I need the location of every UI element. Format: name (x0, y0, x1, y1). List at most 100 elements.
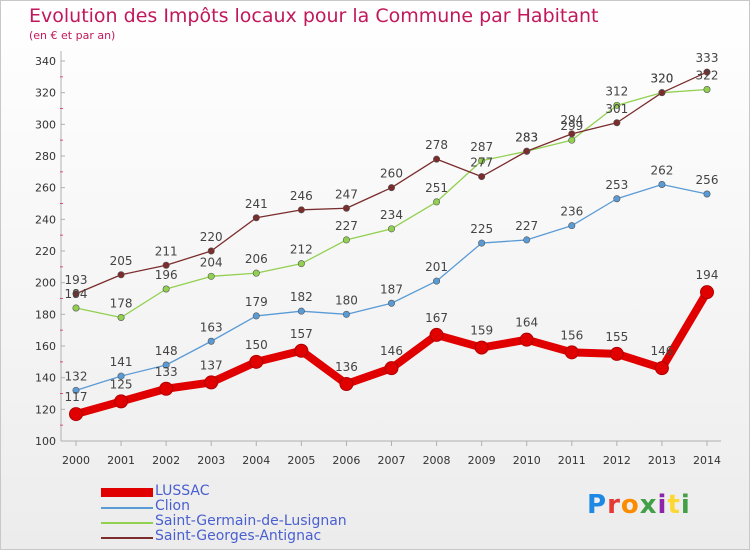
data-point (114, 394, 129, 409)
data-label: 225 (470, 222, 493, 236)
data-point (387, 184, 395, 192)
data-point (387, 299, 395, 307)
data-label: 246 (290, 189, 313, 203)
data-point (658, 181, 666, 189)
legend-swatch-saint-germain (101, 522, 153, 524)
chart-title: Evolution des Impôts locaux pour la Comm… (29, 5, 599, 27)
x-tick-label: 2012 (603, 454, 631, 467)
data-label: 137 (200, 358, 223, 372)
data-point (568, 136, 576, 144)
y-tick-label: 340 (35, 55, 56, 68)
data-label: 167 (425, 311, 448, 325)
data-label: 156 (560, 328, 583, 342)
data-point (117, 372, 125, 380)
data-label: 148 (155, 344, 178, 358)
data-label: 278 (425, 138, 448, 152)
data-label: 227 (515, 219, 538, 233)
data-label: 247 (335, 187, 358, 201)
data-label: 180 (335, 293, 358, 307)
data-label: 194 (696, 268, 719, 282)
data-label: 187 (380, 282, 403, 296)
data-label: 201 (425, 260, 448, 274)
data-label: 206 (245, 252, 268, 266)
data-point (162, 261, 170, 269)
data-label: 164 (515, 316, 538, 330)
data-point (703, 86, 711, 94)
logo-letter: o (620, 490, 640, 520)
data-point (249, 354, 264, 369)
y-tick-label: 160 (35, 340, 56, 353)
data-label: 196 (155, 268, 178, 282)
y-tick-label: 300 (35, 118, 56, 131)
data-point (252, 312, 260, 320)
data-point (613, 119, 621, 127)
data-label: 220 (200, 230, 223, 244)
legend-swatch-saint-georges (101, 537, 153, 539)
data-point (162, 285, 170, 293)
logo-letter: r (607, 490, 621, 520)
data-label: 320 (650, 72, 673, 86)
legend-label: Clion (155, 498, 190, 514)
data-label: 141 (110, 355, 133, 369)
data-point (72, 386, 80, 394)
data-label: 212 (290, 243, 313, 257)
data-point (564, 345, 579, 360)
data-point (700, 285, 714, 300)
logo-letter: i (680, 490, 691, 520)
data-point (568, 130, 576, 138)
data-point (72, 304, 80, 312)
y-tick-label: 200 (35, 277, 56, 290)
data-label: 241 (245, 197, 268, 211)
data-label: 287 (470, 140, 493, 154)
data-point (342, 310, 350, 318)
data-point (613, 195, 621, 203)
data-point (523, 147, 531, 155)
data-label: 204 (200, 255, 223, 269)
data-label: 205 (110, 254, 133, 268)
data-point (204, 375, 219, 390)
data-label: 236 (560, 205, 583, 219)
data-point (252, 214, 260, 222)
data-point (207, 337, 215, 345)
data-label: 234 (380, 208, 403, 222)
data-label: 260 (380, 167, 403, 181)
data-point (613, 101, 621, 109)
data-point (252, 269, 260, 277)
data-point (159, 381, 174, 396)
data-label: 150 (245, 338, 268, 352)
data-label: 251 (425, 181, 448, 195)
x-tick-label: 2001 (107, 454, 135, 467)
data-label: 227 (335, 219, 358, 233)
data-label: 125 (110, 377, 133, 391)
data-point (387, 225, 395, 233)
x-tick-label: 2007 (378, 454, 406, 467)
data-point (609, 346, 624, 361)
data-point (297, 307, 305, 315)
data-point (162, 361, 170, 369)
data-label: 184 (65, 287, 88, 301)
y-tick-label: 140 (35, 372, 56, 385)
data-point (703, 68, 711, 76)
data-label: 132 (65, 369, 88, 383)
data-label: 182 (290, 290, 313, 304)
y-tick-label: 220 (35, 245, 56, 258)
data-point (294, 343, 309, 358)
logo-letter: t (667, 490, 681, 520)
data-label: 294 (560, 113, 583, 127)
x-tick-label: 2014 (693, 454, 721, 467)
x-tick-label: 2008 (423, 454, 451, 467)
data-label: 277 (470, 156, 493, 170)
legend-swatch-clion (101, 507, 153, 509)
data-label: 179 (245, 295, 268, 309)
data-point (384, 361, 399, 376)
data-point (568, 222, 576, 230)
data-label: 193 (65, 273, 88, 287)
data-point (207, 272, 215, 280)
legend-label: LUSSAC (155, 483, 210, 499)
proxiti-logo: Proxiti (587, 490, 691, 520)
y-tick-label: 240 (35, 213, 56, 226)
data-point (117, 313, 125, 321)
data-label: 262 (650, 164, 673, 178)
